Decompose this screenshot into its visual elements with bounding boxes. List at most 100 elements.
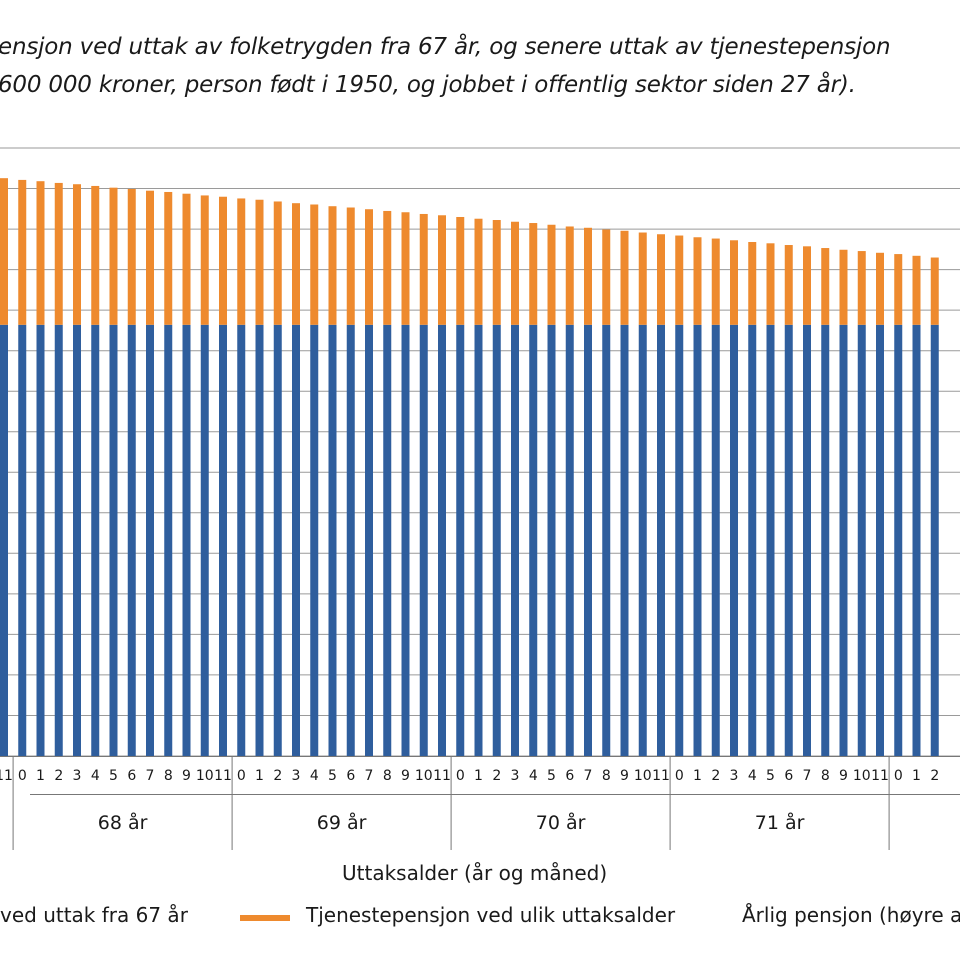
bar-base xyxy=(857,324,866,756)
bar-tjenestepensjon xyxy=(383,210,392,325)
month-tick-label: 5 xyxy=(109,768,118,784)
month-tick-label: 10 xyxy=(415,768,433,784)
bar-base xyxy=(693,324,702,756)
bar-tjenestepensjon xyxy=(18,179,27,325)
bar-tjenestepensjon xyxy=(803,246,811,325)
bar-base xyxy=(602,324,611,756)
bar-base xyxy=(803,324,811,756)
bar-base xyxy=(18,324,27,756)
month-tick-label: 0 xyxy=(456,768,465,784)
month-tick-label: 1 xyxy=(474,768,483,784)
bar-tjenestepensjon xyxy=(401,212,410,325)
bar-base xyxy=(821,324,830,756)
bar-base xyxy=(219,324,227,756)
bar-base xyxy=(748,324,757,756)
bar-base xyxy=(638,324,647,756)
bar-tjenestepensjon xyxy=(109,187,118,325)
bar-tjenestepensjon xyxy=(346,207,355,325)
title-line-2: 600 000 kroner, person født i 1950, og j… xyxy=(0,72,856,98)
bar-base xyxy=(109,324,118,756)
bar-tjenestepensjon xyxy=(620,230,629,325)
month-tick-label: 0 xyxy=(237,768,246,784)
bar-tjenestepensjon xyxy=(255,199,264,325)
month-tick-label: 1 xyxy=(255,768,264,784)
month-tick-label: 0 xyxy=(18,768,27,784)
bar-tjenestepensjon xyxy=(182,193,191,325)
legend-base-label: ved uttak fra 67 år xyxy=(0,903,188,927)
month-tick-label: 9 xyxy=(182,768,191,784)
month-tick-label: 3 xyxy=(73,768,82,784)
month-tick-label: 4 xyxy=(529,768,538,784)
bar-base xyxy=(565,324,574,756)
month-tick-label: 2 xyxy=(930,768,939,784)
bar-base xyxy=(529,324,538,756)
bar-base xyxy=(182,324,191,756)
bar-base xyxy=(36,324,45,756)
bar-tjenestepensjon xyxy=(73,184,81,325)
bar-tjenestepensjon xyxy=(602,229,611,325)
month-tick-label: 11 xyxy=(652,768,670,784)
bar-base xyxy=(255,324,264,756)
bar-tjenestepensjon xyxy=(511,221,519,325)
month-tick-label: 9 xyxy=(401,768,410,784)
bar-tjenestepensjon xyxy=(876,252,884,325)
month-tick-label: 8 xyxy=(602,768,611,784)
bar-tjenestepensjon xyxy=(91,185,100,325)
bar-base xyxy=(419,324,428,756)
bar-tjenestepensjon xyxy=(164,191,173,325)
bar-base xyxy=(894,324,903,756)
month-tick-label: 11 xyxy=(214,768,232,784)
bar-tjenestepensjon xyxy=(730,240,738,325)
month-tick-label: 8 xyxy=(383,768,392,784)
bar-base xyxy=(91,324,100,756)
bar-base xyxy=(511,324,519,756)
bar-tjenestepensjon xyxy=(127,188,136,325)
month-tick-label: 2 xyxy=(54,768,63,784)
month-tick-label: 0 xyxy=(894,768,903,784)
month-tick-label: 3 xyxy=(292,768,301,784)
bar-tjenestepensjon xyxy=(821,248,830,325)
month-tick-label: 10 xyxy=(634,768,652,784)
month-tick-label: 8 xyxy=(821,768,830,784)
bar-tjenestepensjon xyxy=(784,245,793,325)
bar-base xyxy=(784,324,793,756)
bar-tjenestepensjon xyxy=(675,235,684,325)
bar-tjenestepensjon xyxy=(492,220,501,325)
month-tick-label: 10 xyxy=(196,768,214,784)
bar-tjenestepensjon xyxy=(456,216,465,325)
month-tick-label: 1 xyxy=(693,768,702,784)
legend-tp-swatch xyxy=(240,915,290,921)
legend-annual-label: Årlig pensjon (høyre a xyxy=(742,903,960,927)
bar-base xyxy=(292,324,300,756)
bar-tjenestepensjon xyxy=(273,201,282,325)
bar-tjenestepensjon xyxy=(638,232,647,325)
year-group-label: 69 år xyxy=(317,811,367,834)
bar-base xyxy=(200,324,209,756)
month-tick-label: 8 xyxy=(164,768,173,784)
bar-tjenestepensjon xyxy=(894,254,903,325)
bar-base xyxy=(584,324,592,756)
month-tick-label: 7 xyxy=(584,768,593,784)
bar-base xyxy=(675,324,684,756)
bar-base xyxy=(547,324,556,756)
month-tick-label: 4 xyxy=(748,768,757,784)
bar-base xyxy=(346,324,355,756)
bar-base xyxy=(401,324,410,756)
bar-base xyxy=(164,324,173,756)
bar-tjenestepensjon xyxy=(657,234,665,325)
bar-tjenestepensjon xyxy=(711,238,720,325)
bar-base xyxy=(876,324,884,756)
bar-tjenestepensjon xyxy=(292,203,300,325)
bar-tjenestepensjon xyxy=(766,243,775,325)
bar-base xyxy=(766,324,775,756)
bar-tjenestepensjon xyxy=(529,223,538,325)
bar-tjenestepensjon xyxy=(419,213,428,325)
bars xyxy=(0,178,939,756)
month-tick-label: 0 xyxy=(675,768,684,784)
month-tick-label: 1 xyxy=(36,768,45,784)
bar-base xyxy=(930,324,939,756)
bar-tjenestepensjon xyxy=(474,218,483,325)
month-tick-label: 11 xyxy=(433,768,451,784)
bar-base xyxy=(310,324,319,756)
bar-base xyxy=(73,324,81,756)
